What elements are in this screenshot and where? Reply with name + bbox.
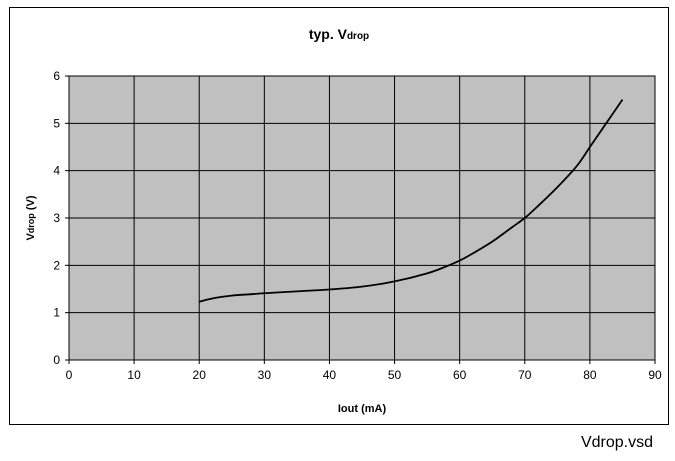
tick-labels: 0 10 20 30 40 50 60 70 80 90 0 1 2 3 4 5 6 — [53, 69, 662, 382]
x-tick-label: 20 — [193, 368, 207, 382]
x-tick-label: 40 — [323, 368, 337, 382]
x-axis-title: Iout (mA) — [338, 403, 387, 415]
y-tick-label: 0 — [53, 353, 60, 367]
y-axis-title: Vdrop (V) — [25, 195, 37, 240]
y-tick-label: 2 — [53, 258, 60, 272]
x-tick-label: 10 — [127, 368, 141, 382]
plot-border — [68, 75, 656, 361]
series-line — [198, 99, 624, 303]
y-axis-title-main: V — [25, 233, 37, 241]
x-tick-label: 60 — [453, 368, 467, 382]
chart-title-sub: drop — [347, 31, 369, 42]
series-layer — [198, 99, 624, 303]
y-axis-title-sub: drop — [26, 213, 36, 233]
axes — [65, 75, 656, 364]
x-tick-label: 90 — [648, 368, 662, 382]
x-tick-label: 0 — [66, 368, 73, 382]
x-tick-label: 70 — [518, 368, 532, 382]
x-tick-label: 30 — [258, 368, 272, 382]
y-tick-label: 1 — [53, 306, 60, 320]
y-tick-label: 4 — [53, 164, 60, 178]
file-name-label: Vdrop.vsd — [580, 434, 653, 451]
y-tick-label: 6 — [53, 69, 60, 83]
x-tick-label: 50 — [388, 368, 402, 382]
chart-title: typ. Vdrop — [309, 26, 369, 42]
y-axis-title-unit: (V) — [25, 195, 37, 213]
x-tick-label: 80 — [583, 368, 597, 382]
chart-title-main: typ. V — [309, 26, 348, 42]
y-tick-label: 5 — [53, 116, 60, 130]
chart-frame: 0 10 20 30 40 50 60 70 80 90 0 1 2 3 4 5 6 typ. Vdrop Io… — [9, 7, 669, 425]
y-tick-label: 3 — [53, 211, 60, 225]
